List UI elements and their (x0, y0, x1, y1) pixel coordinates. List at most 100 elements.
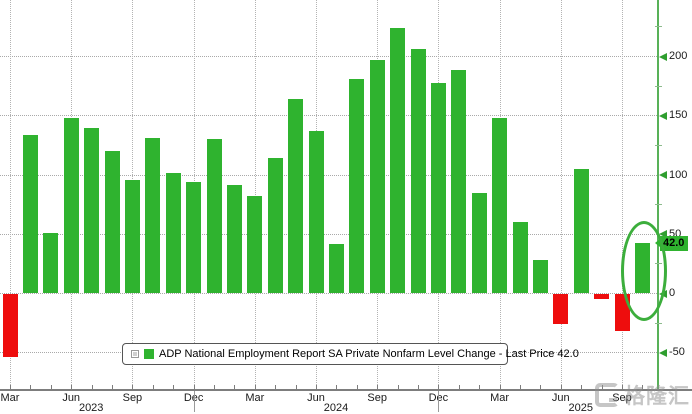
x-minor-tick (377, 385, 379, 389)
y-tick-label: 200 (669, 50, 688, 62)
y-tick-arrow-icon (659, 171, 667, 179)
x-minor-tick (50, 385, 52, 389)
bar-2025-05[interactable] (532, 259, 548, 293)
bar-2025-08[interactable] (594, 294, 610, 299)
x-minor-tick (71, 385, 73, 389)
x-minor-tick (30, 385, 32, 389)
x-minor-tick (642, 385, 644, 389)
watermark: 格隆汇 (595, 380, 690, 410)
bar-2023-06[interactable] (63, 117, 79, 293)
x-year-label: 2023 (78, 402, 104, 414)
bar-2024-04[interactable] (267, 157, 283, 293)
legend-series-swatch-icon (144, 349, 154, 359)
gridline-h-150 (0, 115, 657, 117)
y-tick-150: 150 (659, 110, 687, 121)
bar-2025-06[interactable] (553, 294, 569, 324)
gridline-h-0 (0, 293, 657, 294)
x-minor-tick (295, 385, 297, 389)
bar-2024-06[interactable] (308, 130, 324, 293)
bar-2023-11[interactable] (165, 173, 181, 293)
y-tick-label: 50 (669, 227, 682, 240)
x-minor-tick (275, 385, 277, 389)
bar-2025-02[interactable] (471, 193, 487, 293)
bar-2024-01[interactable] (206, 138, 222, 293)
gridline-v (254, 0, 256, 389)
bar-2023-05[interactable] (43, 232, 59, 293)
bar-2023-07[interactable] (84, 128, 100, 293)
bar-2025-03[interactable] (492, 117, 508, 293)
y-minor-tick (655, 322, 662, 324)
x-minor-tick (479, 385, 481, 389)
x-minor-tick (520, 385, 521, 389)
y-minor-tick (655, 204, 662, 206)
x-year-label: 2024 (323, 402, 349, 414)
x-tick-label: Sep (122, 392, 143, 404)
x-minor-tick (112, 385, 113, 389)
x-minor-tick (214, 385, 215, 389)
last-price-value: 42.0 (663, 237, 685, 250)
bar-2023-10[interactable] (145, 137, 161, 293)
x-minor-tick (152, 385, 154, 389)
y-tick-label: -50 (669, 346, 685, 359)
gelonghui-logo-icon (595, 383, 619, 407)
gridline-h-200 (0, 56, 657, 57)
y-minor-tick (655, 144, 662, 146)
y-tick-100: 100 (659, 168, 688, 181)
legend[interactable]: ADP National Employment Report SA Privat… (122, 343, 579, 365)
x-minor-tick (458, 385, 460, 389)
bar-2024-07[interactable] (328, 244, 344, 293)
y-tick--50: -50 (659, 347, 685, 358)
x-minor-tick (132, 385, 134, 389)
bar-2023-12[interactable] (186, 181, 202, 293)
x-axis-line (0, 389, 692, 391)
y-tick-label: 150 (669, 109, 688, 122)
y-tick-200: 200 (659, 51, 687, 62)
x-minor-tick (91, 385, 93, 389)
x-year-label: 2025 (568, 402, 594, 414)
bar-2024-03[interactable] (247, 195, 263, 293)
x-minor-tick (418, 385, 419, 389)
bar-2024-11[interactable] (410, 48, 426, 293)
bar-2023-09[interactable] (124, 180, 140, 293)
x-tick-label: Jun (307, 392, 325, 404)
x-minor-tick (438, 385, 440, 389)
plot-area (0, 0, 657, 389)
y-minor-tick (655, 85, 662, 87)
bar-2025-01[interactable] (451, 70, 467, 293)
x-minor-tick (254, 385, 256, 389)
bar-2024-05[interactable] (288, 98, 304, 293)
y-tick-arrow-icon (659, 230, 667, 239)
bar-2024-02[interactable] (226, 185, 242, 293)
year-divider (193, 391, 195, 412)
x-tick-label: Sep (612, 392, 632, 404)
bar-2024-08[interactable] (349, 78, 365, 293)
bar-2023-03[interactable] (2, 294, 18, 357)
x-minor-tick (540, 385, 542, 389)
bar-2025-07[interactable] (573, 168, 589, 293)
gridline-h-100 (0, 174, 657, 176)
bar-2024-12[interactable] (430, 83, 446, 293)
y-axis-line (657, 0, 659, 389)
x-minor-tick (581, 385, 583, 389)
last-price-badge: 42.0 (655, 236, 689, 252)
y-tick-arrow-icon (659, 52, 667, 61)
y-tick-label: 100 (669, 168, 688, 181)
year-divider (438, 391, 440, 412)
bar-2023-08[interactable] (104, 150, 120, 293)
x-minor-tick (173, 385, 175, 389)
bar-2023-04[interactable] (22, 135, 38, 293)
bar-2025-04[interactable] (512, 221, 528, 293)
gridline-v (560, 0, 562, 389)
x-tick-label: Mar (245, 392, 265, 404)
legend-expand-icon[interactable] (131, 350, 139, 358)
bar-2024-10[interactable] (390, 27, 406, 293)
x-minor-tick (601, 385, 603, 389)
x-minor-tick (10, 385, 11, 389)
bar-2024-09[interactable] (369, 59, 385, 293)
x-tick-label: Mar (0, 392, 20, 404)
x-minor-tick (193, 385, 195, 389)
x-minor-tick (316, 385, 317, 389)
x-minor-tick (356, 385, 358, 389)
y-tick-arrow-icon (659, 111, 667, 120)
gridline-v (10, 0, 11, 389)
